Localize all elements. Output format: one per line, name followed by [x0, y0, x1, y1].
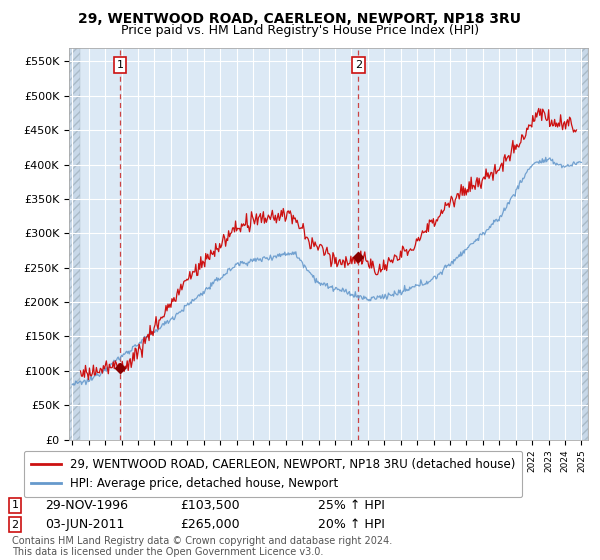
Text: 25% ↑ HPI: 25% ↑ HPI [318, 498, 385, 512]
Text: Price paid vs. HM Land Registry's House Price Index (HPI): Price paid vs. HM Land Registry's House … [121, 24, 479, 36]
Bar [581, 48, 588, 440]
Text: £265,000: £265,000 [180, 518, 239, 531]
Text: 1: 1 [116, 60, 124, 70]
Text: Contains HM Land Registry data © Crown copyright and database right 2024.
This d: Contains HM Land Registry data © Crown c… [12, 535, 392, 557]
Text: £103,500: £103,500 [180, 498, 239, 512]
Text: 29, WENTWOOD ROAD, CAERLEON, NEWPORT, NP18 3RU: 29, WENTWOOD ROAD, CAERLEON, NEWPORT, NP… [79, 12, 521, 26]
Legend: 29, WENTWOOD ROAD, CAERLEON, NEWPORT, NP18 3RU (detached house), HPI: Average pr: 29, WENTWOOD ROAD, CAERLEON, NEWPORT, NP… [24, 451, 523, 497]
Text: 03-JUN-2011: 03-JUN-2011 [45, 518, 124, 531]
Text: 29-NOV-1996: 29-NOV-1996 [45, 498, 128, 512]
Bar [69, 48, 80, 440]
Text: 1: 1 [11, 500, 19, 510]
Text: 20% ↑ HPI: 20% ↑ HPI [318, 518, 385, 531]
Text: 2: 2 [355, 60, 362, 70]
Text: 2: 2 [11, 520, 19, 530]
